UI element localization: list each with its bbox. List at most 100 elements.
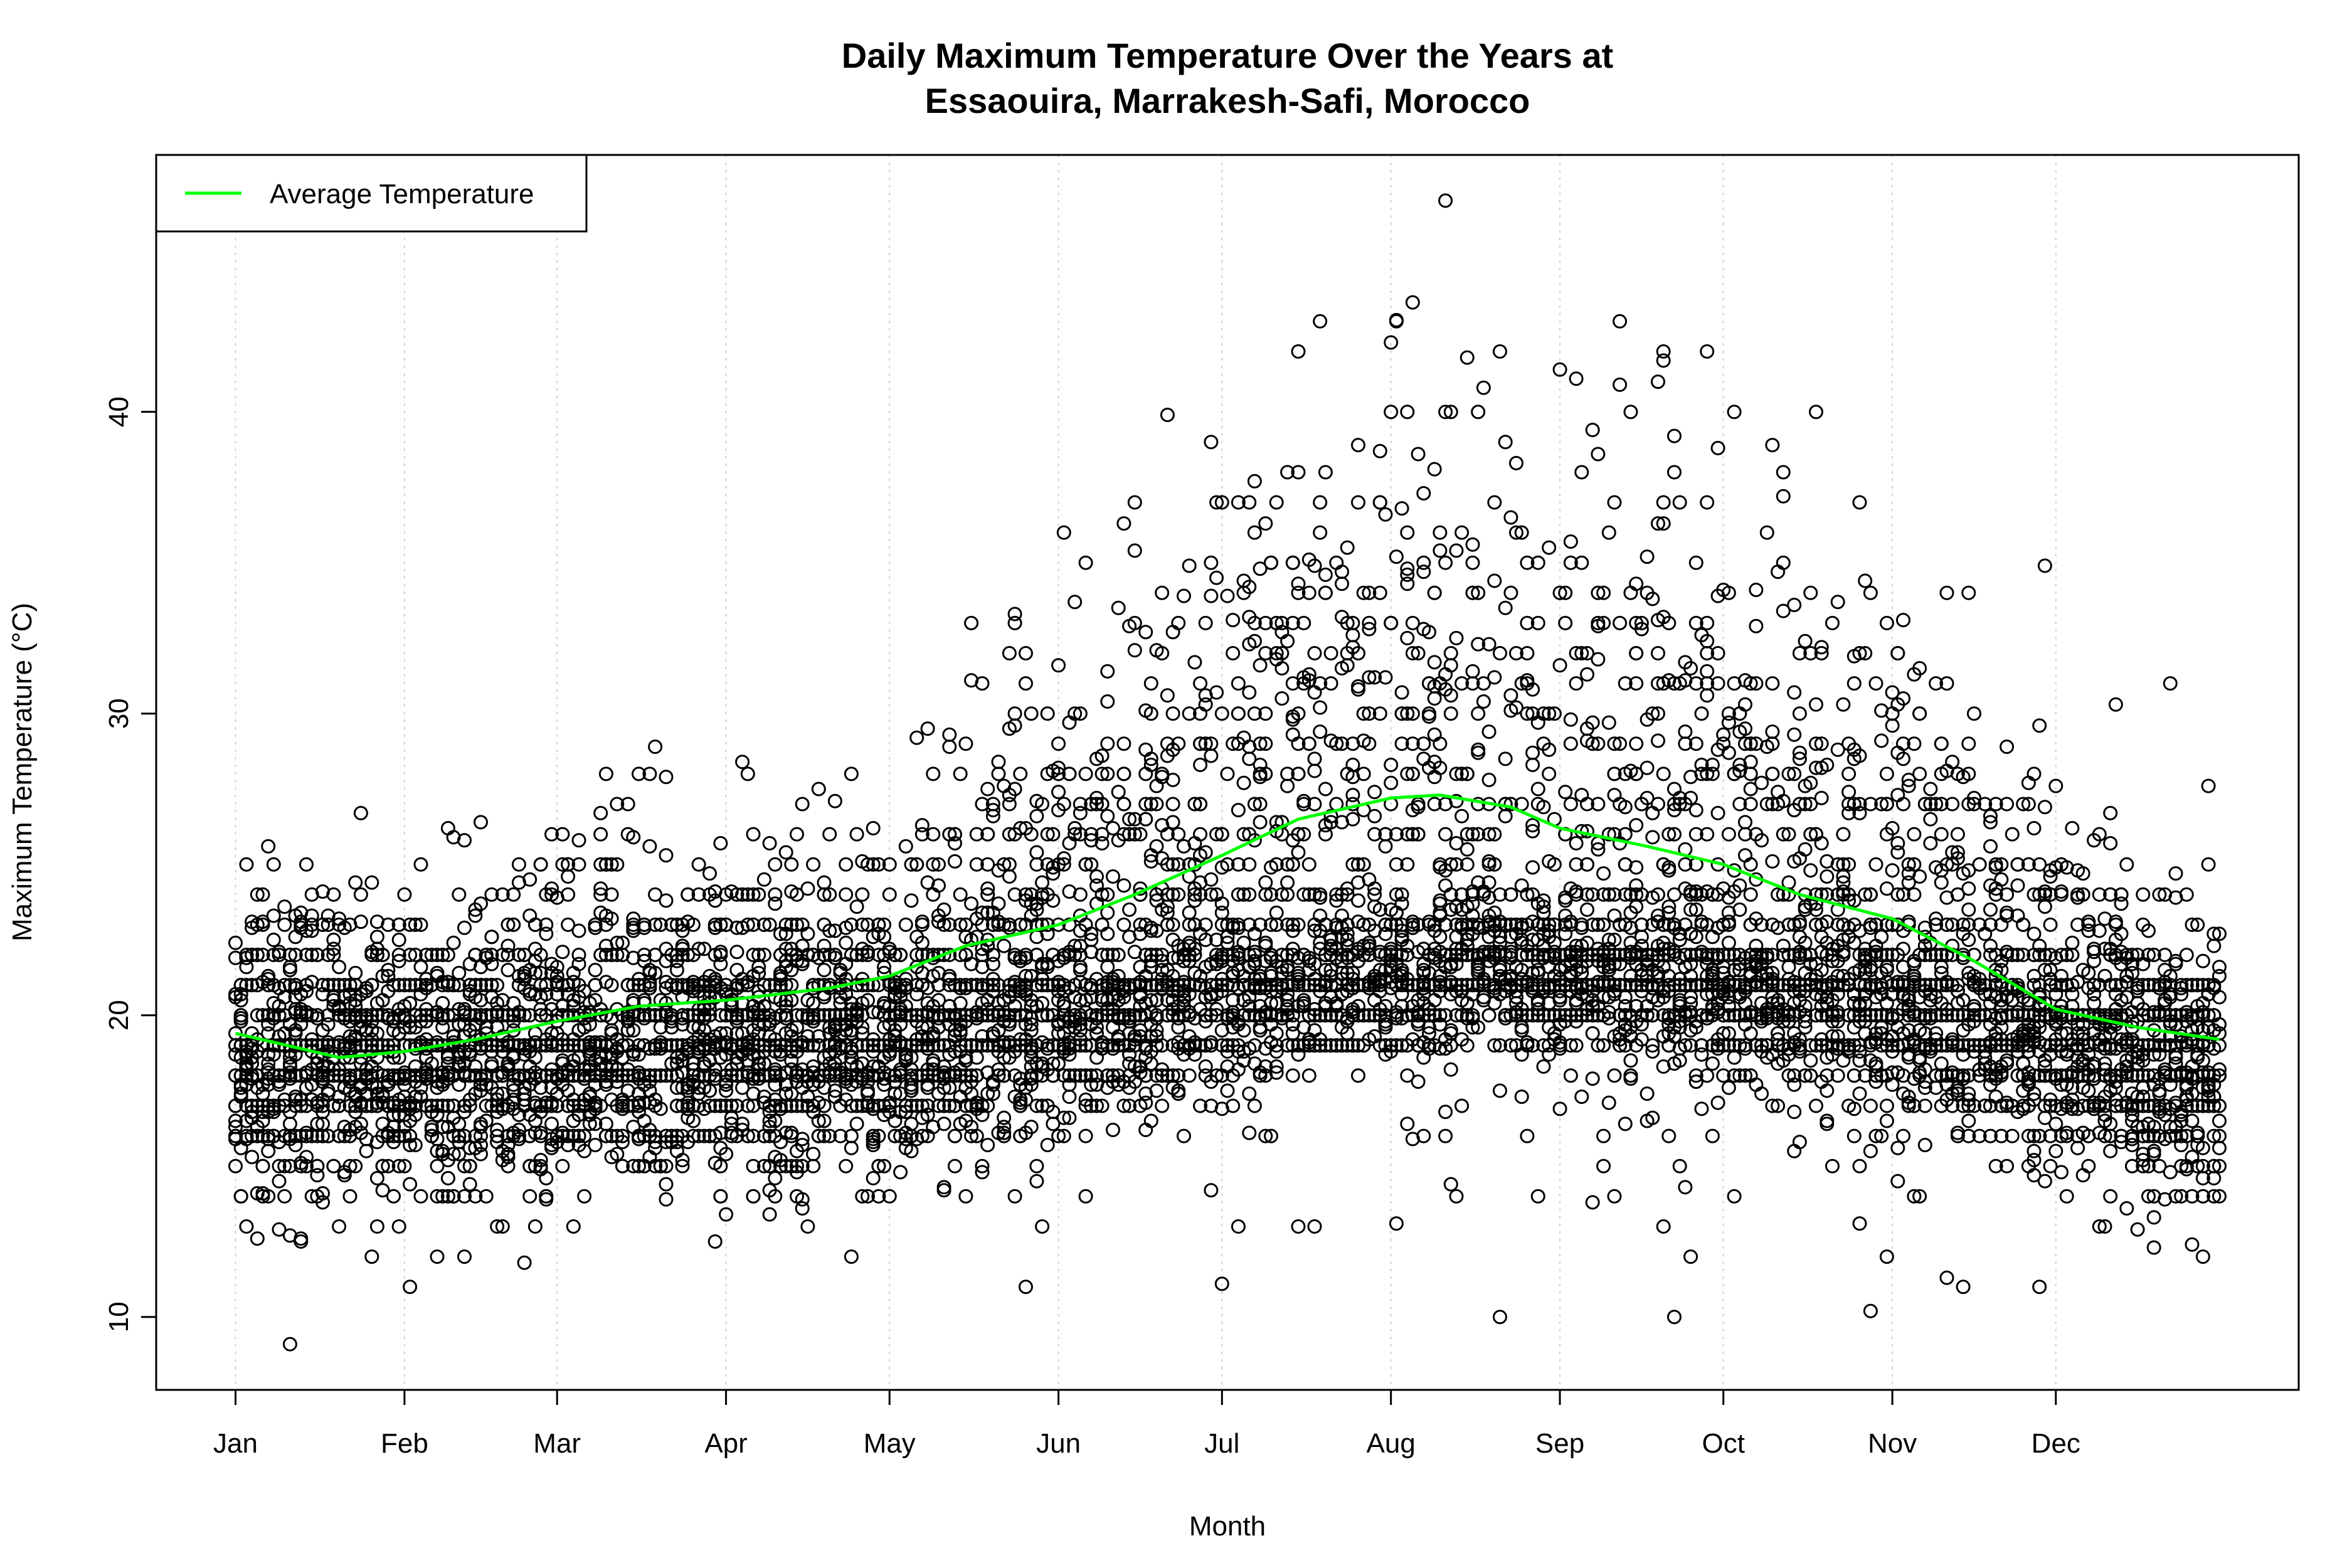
data-point [457, 1189, 472, 1204]
data-point [446, 1098, 461, 1113]
data-point [1422, 709, 1436, 724]
data-point [320, 917, 336, 932]
data-point [1394, 685, 1409, 700]
data-point [332, 960, 347, 975]
data-point [315, 1128, 330, 1143]
data-point [1247, 1098, 1262, 1113]
data-point [1122, 902, 1137, 917]
data-point [1459, 350, 1475, 365]
data-point [440, 978, 455, 993]
data-point [953, 887, 968, 902]
data-point [593, 881, 608, 896]
data-point [440, 1171, 455, 1185]
data-point [369, 1050, 384, 1065]
data-point [1019, 646, 1033, 660]
data-point [1204, 555, 1219, 570]
data-point [228, 1038, 243, 1053]
data-point [1231, 803, 1246, 818]
data-point [1100, 664, 1115, 679]
data-point [1177, 588, 1191, 603]
data-point [610, 1068, 625, 1083]
data-point [474, 1138, 488, 1153]
data-point [1345, 788, 1360, 803]
data-point [544, 1116, 559, 1131]
data-point [1438, 827, 1453, 842]
data-point [1269, 905, 1284, 920]
data-point [255, 948, 270, 962]
data-point [1258, 875, 1273, 890]
data-point [855, 887, 870, 902]
data-point [413, 857, 428, 872]
data-point [272, 1008, 287, 1023]
data-point [462, 1158, 477, 1173]
data-point [1002, 797, 1017, 812]
data-point [527, 1050, 543, 1065]
data-point [490, 1128, 505, 1143]
data-point [1285, 555, 1300, 570]
data-point [1427, 462, 1442, 477]
data-point [615, 1158, 630, 1173]
data-point [228, 1158, 243, 1173]
data-point [446, 978, 461, 993]
data-point [1111, 600, 1126, 615]
data-point [604, 857, 619, 872]
data-point [539, 926, 554, 941]
data-point [452, 965, 467, 980]
data-point [778, 845, 793, 860]
data-point [561, 917, 576, 932]
data-point [593, 857, 608, 872]
data-point [304, 948, 319, 962]
data-point [1019, 1279, 1033, 1295]
data-point [539, 917, 554, 932]
data-point [1454, 808, 1470, 824]
data-point [561, 1128, 576, 1143]
data-point [1078, 766, 1093, 781]
data-point [1291, 576, 1306, 591]
data-point [391, 917, 406, 932]
data-point [1116, 797, 1131, 812]
data-point [277, 1158, 292, 1173]
data-point [598, 857, 613, 872]
data-point [566, 1219, 581, 1234]
data-point [577, 1143, 592, 1158]
data-point [419, 948, 434, 962]
data-point [1177, 1128, 1191, 1143]
data-point [511, 948, 526, 962]
data-point [255, 887, 270, 902]
data-point [332, 1098, 347, 1113]
data-point [1220, 1083, 1235, 1098]
data-point [474, 896, 488, 911]
data-point [806, 1147, 821, 1162]
data-point [598, 1116, 613, 1131]
data-point [1427, 585, 1442, 600]
data-point [1335, 576, 1349, 591]
data-point [1040, 706, 1055, 721]
data-point [501, 948, 516, 962]
data-point [1056, 525, 1071, 540]
data-point [1307, 646, 1322, 660]
data-point [604, 948, 619, 962]
data-point [1394, 501, 1409, 516]
data-point [364, 1249, 379, 1264]
data-point [1029, 1173, 1044, 1189]
data-point [1318, 781, 1333, 797]
data-point [369, 1026, 384, 1041]
data-point [914, 818, 930, 833]
data-point [1226, 646, 1241, 660]
data-point [991, 755, 1006, 770]
data-point [795, 797, 810, 812]
data-point [408, 1138, 423, 1153]
data-point [261, 1189, 276, 1204]
data-point [1160, 688, 1175, 703]
data-point [391, 933, 406, 947]
data-point [490, 978, 505, 993]
data-point [620, 1023, 635, 1038]
data-point [413, 960, 428, 975]
data-point [310, 1168, 325, 1183]
data-point [942, 727, 957, 742]
data-point [1291, 1219, 1306, 1234]
data-point [294, 1098, 309, 1113]
data-point [272, 1158, 287, 1173]
data-point [369, 930, 384, 945]
